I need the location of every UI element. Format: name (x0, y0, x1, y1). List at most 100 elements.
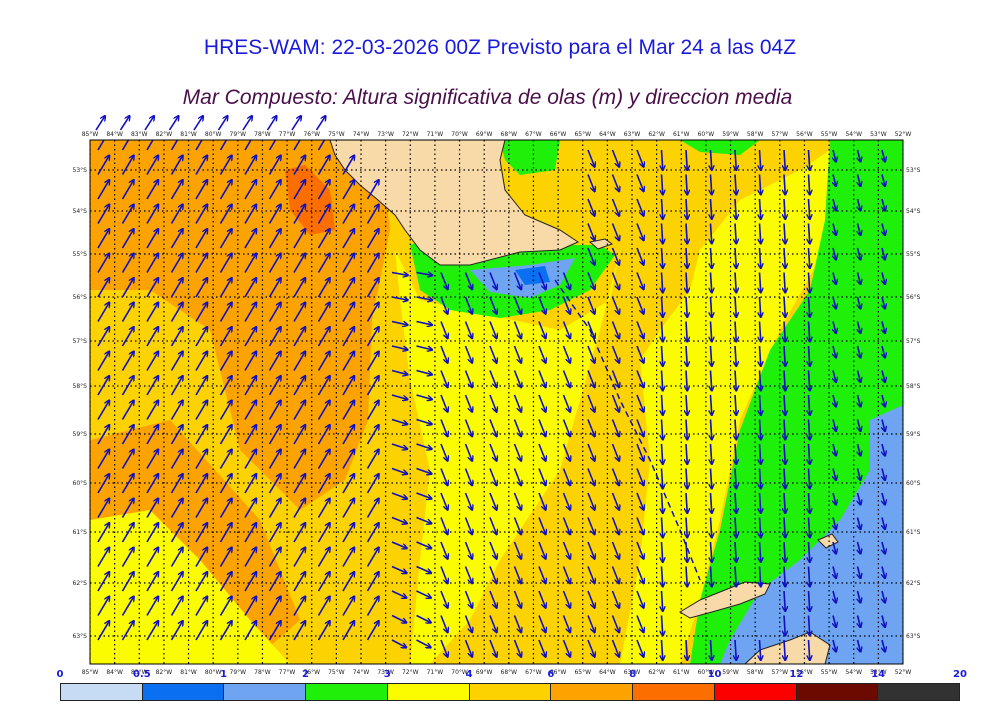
direction-arrow (170, 548, 183, 567)
direction-arrow (440, 443, 448, 461)
direction-arrow (219, 156, 232, 175)
direction-arrow (662, 247, 663, 268)
direction-arrow (217, 116, 228, 131)
direction-arrow (636, 541, 644, 559)
direction-arrow (121, 156, 134, 175)
direction-arrow (587, 468, 595, 486)
lon-label-bottom: 76°W (303, 669, 320, 676)
direction-arrow (219, 572, 232, 592)
direction-arrow (293, 278, 305, 298)
direction-arrow (636, 174, 644, 192)
direction-arrow (293, 401, 305, 420)
lon-label-top: 71°W (427, 131, 444, 138)
direction-arrow (882, 247, 885, 260)
direction-arrow (342, 425, 354, 445)
direction-arrow (170, 597, 183, 616)
colorbar-segment (714, 684, 797, 700)
direction-arrow (193, 116, 203, 131)
direction-arrow (416, 565, 432, 574)
direction-arrow (416, 345, 433, 350)
direction-arrow (366, 229, 379, 249)
lon-label-bottom: 56°W (796, 669, 813, 676)
direction-arrow (391, 320, 408, 325)
direction-arrow (440, 419, 448, 437)
direction-arrow (662, 345, 663, 366)
wave-direction-arrows (97, 140, 885, 660)
direction-arrow (735, 223, 736, 244)
direction-arrow (858, 223, 861, 236)
direction-arrow (858, 468, 861, 481)
direction-arrow (244, 156, 256, 175)
direction-arrow (268, 205, 281, 224)
lon-label-bottom: 74°W (353, 669, 370, 676)
direction-arrow (711, 370, 712, 391)
direction-arrow (784, 615, 785, 636)
direction-arrow (882, 370, 885, 383)
direction-arrow (562, 468, 571, 486)
direction-arrow (611, 345, 620, 363)
direction-arrow (97, 352, 109, 371)
lat-label-left: 54°S (73, 208, 88, 215)
direction-arrow (833, 615, 836, 628)
direction-arrow (268, 401, 281, 420)
direction-arrow (464, 468, 473, 486)
direction-arrow (464, 394, 473, 412)
lon-label-bottom: 67°W (525, 669, 542, 676)
direction-arrow (97, 205, 109, 224)
direction-arrow (97, 499, 109, 518)
direction-arrow (882, 394, 885, 407)
direction-arrow (587, 443, 595, 461)
direction-arrow (121, 474, 134, 494)
direction-arrow (538, 492, 546, 510)
direction-arrow (146, 376, 158, 396)
direction-arrow (858, 615, 861, 628)
direction-arrow (636, 419, 644, 437)
lon-label-bottom: 66°W (550, 669, 567, 676)
direction-arrow (342, 205, 354, 224)
direction-arrow (317, 376, 330, 396)
direction-arrow (513, 615, 522, 633)
lon-label-top: 69°W (476, 131, 493, 138)
lon-label-top: 62°W (648, 131, 665, 138)
colorbar-segment (796, 684, 879, 700)
direction-arrow (882, 639, 885, 652)
direction-arrow (195, 597, 207, 616)
direction-arrow (760, 541, 761, 562)
direction-arrow (809, 419, 810, 440)
direction-arrow (489, 492, 497, 510)
direction-arrow (858, 174, 861, 187)
direction-arrow (686, 566, 687, 587)
direction-arrow (611, 443, 620, 461)
direction-arrow (513, 370, 522, 388)
lon-label-bottom: 70°W (451, 669, 468, 676)
direction-arrow (342, 401, 354, 420)
direction-arrow (242, 116, 252, 131)
direction-arrow (195, 621, 207, 641)
direction-arrow (760, 394, 761, 415)
lon-label-top: 78°W (254, 131, 271, 138)
colorbar (60, 683, 960, 701)
direction-arrow (268, 180, 281, 200)
direction-arrow (858, 149, 861, 162)
direction-arrow (882, 468, 885, 481)
lon-label-bottom: 72°W (402, 669, 419, 676)
direction-arrow (170, 180, 183, 200)
direction-arrow (686, 296, 687, 317)
direction-arrow (562, 541, 571, 559)
direction-arrow (391, 614, 406, 623)
direction-arrow (784, 296, 785, 317)
direction-arrow (97, 303, 109, 322)
colorbar-segment (878, 684, 960, 700)
direction-arrow (170, 140, 179, 151)
direction-arrow (268, 572, 281, 592)
direction-arrow (760, 223, 761, 244)
lon-label-top: 52°W (895, 131, 912, 138)
direction-arrow (784, 149, 785, 170)
direction-arrow (809, 370, 810, 391)
direction-arrow (416, 443, 432, 449)
direction-arrow (268, 140, 277, 151)
direction-arrow (366, 621, 379, 641)
direction-arrow (809, 296, 810, 317)
direction-arrow (342, 229, 354, 249)
direction-arrow (366, 327, 379, 347)
